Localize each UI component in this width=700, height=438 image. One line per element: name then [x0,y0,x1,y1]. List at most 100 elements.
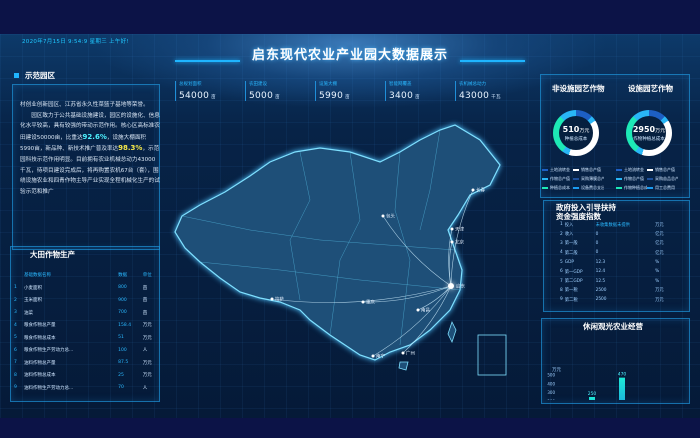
bar[interactable] [589,397,595,400]
legend-swatch [647,186,653,190]
cell-no: 3 [14,310,17,316]
cell-value: 800 [118,285,127,291]
legend-swatch [542,177,548,181]
cell-no: 7 [14,360,17,366]
legend-item[interactable]: 销售总产值 [647,167,678,175]
city-dot[interactable] [471,188,475,192]
legend-item[interactable]: 采购苗品总产值 [647,176,678,184]
demo-park-title: 示范园区 [25,71,55,80]
legend-label: 作物总产值 [550,176,570,181]
legend-label: 采购薄膜总产值 [581,176,604,181]
bar[interactable] [619,377,625,400]
table-row[interactable]: 7 第二GDP 12.5% [560,276,670,285]
table-row[interactable]: 9 油料作物生产劳动力总... 70 人 [14,382,160,395]
legend-swatch [542,186,548,190]
hainan [398,361,409,371]
kpi-machinery: 农机械总动力 43000 千瓦 [455,81,519,101]
cell-value: 0 [595,231,599,237]
cell-no: 6 [560,269,563,275]
table-row[interactable]: 2 玉米面积 900 亩 [14,294,160,307]
cell-no: 9 [14,385,17,391]
ring-caption: 作物种植总成本 [633,137,665,142]
legend-item[interactable]: 销售总产值 [573,167,604,175]
table-row[interactable]: 4 粮食作物总产量 158.4 万元 [14,319,160,332]
flight-line [382,215,452,287]
legend-item[interactable]: 作物总产值 [616,176,647,184]
legend-item[interactable]: 土地流转金 [616,167,647,175]
table-row[interactable]: 7 油料作物总产量 87.5 万元 [14,357,160,370]
legend-label: 销售总产值 [655,167,675,172]
ring-legend-2: 土地流转金 销售总产值作物总产值 采购苗品总产值作物种植总成本 用工总费用 [616,167,680,194]
square-icon [14,73,19,78]
table-row[interactable]: 3 第一般 0 亿元 [560,239,670,248]
leisure-agri-title: 休闲观光农业经营 [583,322,643,331]
column-header: 数据 [118,273,128,279]
cell-unit: 人 [142,385,148,391]
table-row[interactable]: 5 粮食作物总成本 51 万元 [14,332,160,345]
legend-item[interactable]: 种植总成本 [542,185,573,193]
legend-item[interactable]: 土地流转金 [542,167,573,175]
ring-unit: 万元 [655,128,666,134]
legend-item[interactable]: 作物种植总成本 [616,185,647,193]
hub-dot[interactable] [448,283,454,289]
cell-unit: 人 [142,348,148,354]
kpi-label: 农田建设 [249,82,267,87]
table-row[interactable]: 6 粮食作物生产劳动力总... 100 人 [14,344,160,357]
table-row[interactable]: 1 小麦面积 800 亩 [14,282,160,295]
city-dot[interactable] [361,300,365,304]
cell-unit: 亩 [142,310,148,316]
legend-item[interactable]: 作物总产值 [542,176,573,184]
table-row[interactable]: 4 第二般 0 亿元 [560,248,670,257]
bar-value-label: 470 [618,372,627,378]
intro-text: 园区致力于公共基础设施建设，园区的设施化、信息化水平较高，具有较强的带动示范作用… [20,112,160,141]
cell-unit: 万元 [142,373,152,379]
table-row[interactable]: 9 第二税 2500 万元 [560,295,670,304]
kpi-label: 智能网覆盖 [389,82,412,87]
kpi-value: 5000 [249,91,274,101]
title-line: 政府投入引导扶持 [556,203,616,212]
table-row[interactable]: 6 第一GDP 12.4% [560,267,670,276]
field-crops-panel [10,246,160,402]
cost-ring-chart-1[interactable]: 510万元 种植总成本 [553,110,599,156]
cell-no: 1 [560,222,563,228]
cell-no: 1 [14,285,17,291]
city-dot[interactable] [401,351,405,355]
intro-text: ，设施大棚面积5990亩，新品种、新技术推广普及率达 [20,134,147,153]
table-row[interactable]: 3 油菜 700 亩 [14,307,160,320]
table-row[interactable]: 5 GDP 12.3% [560,258,670,267]
kpi-greenhouse: 设施大棚 5990 亩 [315,81,379,101]
table-row[interactable]: 8 第一税 2500 万元 [560,286,670,295]
legend-swatch [542,168,548,172]
cost-ring-chart-2[interactable]: 2950万元 作物种植总成本 [626,110,672,156]
china-outline [174,124,501,361]
table-row[interactable]: 8 油料作物总成本 25 万元 [14,369,160,382]
city-dot[interactable] [381,214,385,218]
horticulture-title-1: 非设施园艺作物 [552,84,605,93]
datetime: 2020年7月15日 9:54:9 星期三 上午好! [22,39,129,45]
table-row[interactable]: 2 收入 0 亿元 [560,229,670,238]
cell-name: 第二般 [564,250,578,256]
legend-item[interactable]: 用工总费用 [647,185,678,193]
legend-item[interactable]: 设备费总支出 [573,185,604,193]
demo-park-text[interactable]: 村创业创新园区、江苏省永久性菜篮子基地等荣誉。 园区致力于公共基础设施建设，园区… [20,100,160,230]
table-row[interactable]: 1 投入 未收集数据未提供 万元 [560,220,670,229]
flight-line [362,285,452,303]
cell-value: 158.4 [118,322,132,328]
flight-line [449,241,453,287]
field-crops-table: 基础数据名称 数据 单位 1 小麦面积 800 亩 2 玉米面积 900 亩 3 油菜 700 亩 4 粮食作… [14,269,160,394]
city-dot[interactable] [450,227,454,231]
cell-unit: 亿元 [655,241,664,247]
city-dot[interactable] [416,308,420,312]
city-dot[interactable] [270,297,274,301]
city-dot[interactable] [450,240,454,244]
cell-value: 900 [118,297,127,303]
cell-name: 油菜 [24,310,33,316]
title-decoration [175,60,240,62]
legend-item[interactable]: 采购薄膜总产值 [573,176,604,184]
bar-value-label: 250 [588,391,597,397]
cell-value: 100 [118,347,127,353]
city-dot[interactable] [371,354,375,358]
cell-value: 51 [118,335,124,341]
city-label: 广州 [406,350,415,357]
